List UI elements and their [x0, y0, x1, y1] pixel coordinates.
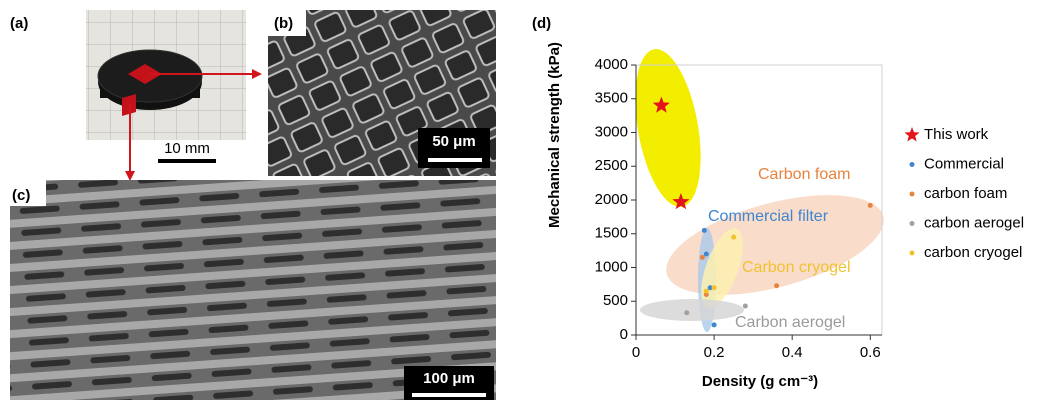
region [635, 49, 701, 207]
region [640, 299, 744, 321]
point [707, 285, 713, 291]
y-tick-label: 4000 [595, 56, 628, 73]
x-tick-label: 0 [632, 344, 640, 361]
point [774, 283, 780, 289]
scale-label: 10 mm [164, 140, 210, 157]
annotation: Carbon cryogel [742, 259, 851, 276]
annotation: Commercial filter [708, 208, 829, 225]
y-tick-label: 1500 [595, 225, 628, 242]
point [701, 227, 707, 233]
annotation: Carbon aerogel [735, 314, 845, 331]
legend-label: carbon aerogel [924, 214, 1024, 231]
y-axis-label: Mechanical strength (kPa) [546, 42, 563, 228]
point [684, 310, 690, 316]
arrow [125, 171, 135, 181]
panel-label: (b) [274, 15, 293, 32]
y-tick-label: 0 [620, 326, 628, 343]
point [731, 234, 737, 240]
legend-marker [909, 221, 915, 226]
label-box [10, 180, 46, 206]
legend-label: Commercial [924, 155, 1004, 172]
y-tick-label: 2000 [595, 191, 628, 208]
legend-label: carbon foam [924, 185, 1007, 202]
annotation: Carbon foam [758, 166, 851, 183]
point [711, 285, 717, 291]
point [711, 322, 717, 328]
scale-label: 100 μm [423, 370, 475, 387]
y-tick-label: 1000 [595, 258, 628, 275]
y-tick-label: 2500 [595, 157, 628, 174]
x-axis-label: Density (g cm⁻³) [702, 373, 818, 390]
panel-label: (d) [532, 15, 551, 32]
point [703, 288, 709, 294]
legend-marker [909, 162, 915, 167]
x-tick-label: 0.4 [782, 344, 803, 361]
y-tick-label: 3500 [595, 90, 628, 107]
label-box [268, 10, 306, 36]
point [652, 96, 670, 113]
x-tick-label: 0.6 [860, 344, 881, 361]
panel-label: (c) [12, 187, 30, 204]
legend-label: carbon cryogel [924, 244, 1022, 261]
point [703, 251, 709, 257]
legend-marker [904, 127, 920, 142]
cut-face [128, 64, 162, 84]
y-tick-label: 3000 [595, 123, 628, 140]
panel-label: (a) [10, 15, 28, 32]
point [699, 254, 705, 260]
sem-image [10, 180, 496, 400]
legend-marker [909, 250, 915, 256]
scale-label: 50 μm [432, 133, 475, 150]
legend-marker [909, 191, 915, 197]
y-tick-label: 500 [603, 292, 628, 309]
arrow [252, 69, 262, 79]
point [672, 193, 690, 210]
legend-label: This work [924, 126, 989, 143]
point [867, 202, 873, 208]
point [742, 303, 748, 309]
x-tick-label: 0.2 [704, 344, 725, 361]
